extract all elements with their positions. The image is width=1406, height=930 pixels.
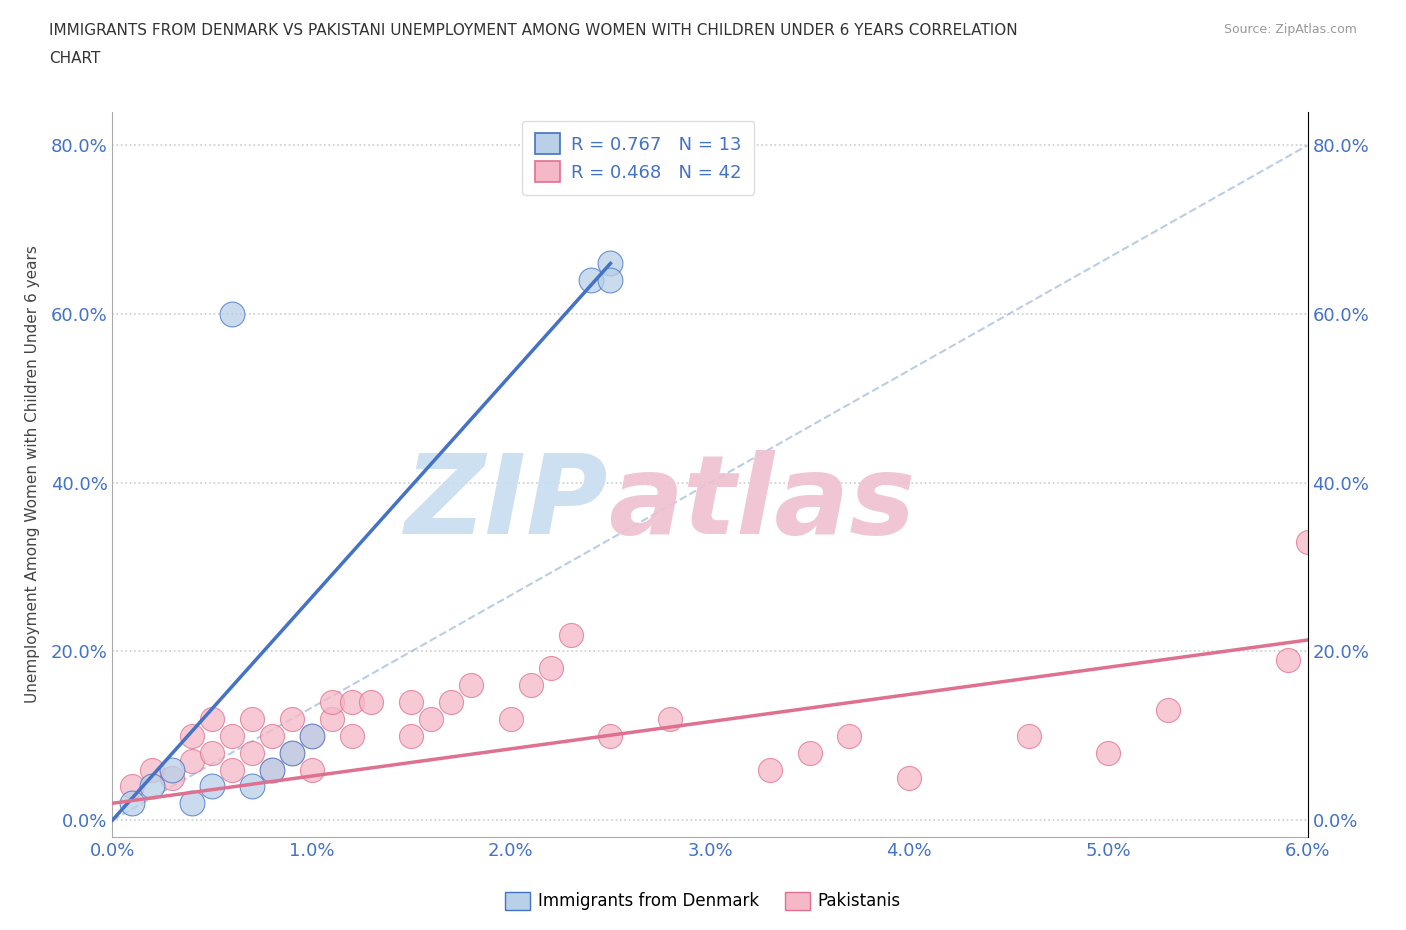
Point	[540, 661, 562, 676]
Point	[401, 728, 423, 743]
Point	[281, 745, 304, 760]
Point	[260, 762, 283, 777]
Point	[162, 762, 183, 777]
Point	[1296, 535, 1319, 550]
Point	[141, 762, 163, 777]
Point	[1097, 745, 1119, 760]
Point	[799, 745, 821, 760]
Point	[181, 796, 204, 811]
Point	[838, 728, 860, 743]
Text: atlas: atlas	[609, 450, 915, 557]
Point	[240, 745, 263, 760]
Point	[340, 728, 363, 743]
Text: CHART: CHART	[49, 51, 101, 66]
Point	[340, 695, 363, 710]
Point	[221, 728, 243, 743]
Point	[181, 753, 204, 768]
Point	[499, 711, 522, 726]
Point	[1157, 703, 1180, 718]
Point	[281, 711, 304, 726]
Text: IMMIGRANTS FROM DENMARK VS PAKISTANI UNEMPLOYMENT AMONG WOMEN WITH CHILDREN UNDE: IMMIGRANTS FROM DENMARK VS PAKISTANI UNE…	[49, 23, 1018, 38]
Y-axis label: Unemployment Among Women with Children Under 6 years: Unemployment Among Women with Children U…	[25, 246, 39, 703]
Point	[420, 711, 443, 726]
Point	[281, 745, 304, 760]
Text: Source: ZipAtlas.com: Source: ZipAtlas.com	[1223, 23, 1357, 36]
Point	[121, 779, 143, 794]
Point	[181, 728, 204, 743]
Legend: Immigrants from Denmark, Pakistanis: Immigrants from Denmark, Pakistanis	[498, 885, 908, 917]
Point	[898, 771, 921, 786]
Point	[240, 779, 263, 794]
Point	[579, 272, 602, 287]
Point	[599, 272, 621, 287]
Point	[520, 678, 543, 693]
Point	[121, 796, 143, 811]
Point	[201, 745, 224, 760]
Point	[321, 695, 343, 710]
Point	[201, 711, 224, 726]
Point	[1277, 653, 1299, 668]
Point	[240, 711, 263, 726]
Point	[1018, 728, 1040, 743]
Point	[260, 762, 283, 777]
Point	[301, 728, 323, 743]
Point	[201, 779, 224, 794]
Point	[659, 711, 682, 726]
Point	[221, 307, 243, 322]
Point	[321, 711, 343, 726]
Point	[599, 256, 621, 271]
Point	[162, 771, 183, 786]
Legend: R = 0.767   N = 13, R = 0.468   N = 42: R = 0.767 N = 13, R = 0.468 N = 42	[523, 121, 754, 195]
Point	[301, 762, 323, 777]
Point	[360, 695, 382, 710]
Point	[460, 678, 482, 693]
Point	[401, 695, 423, 710]
Point	[141, 779, 163, 794]
Point	[440, 695, 463, 710]
Point	[759, 762, 782, 777]
Point	[560, 627, 582, 642]
Text: ZIP: ZIP	[405, 450, 609, 557]
Point	[260, 728, 283, 743]
Point	[599, 728, 621, 743]
Point	[301, 728, 323, 743]
Point	[221, 762, 243, 777]
